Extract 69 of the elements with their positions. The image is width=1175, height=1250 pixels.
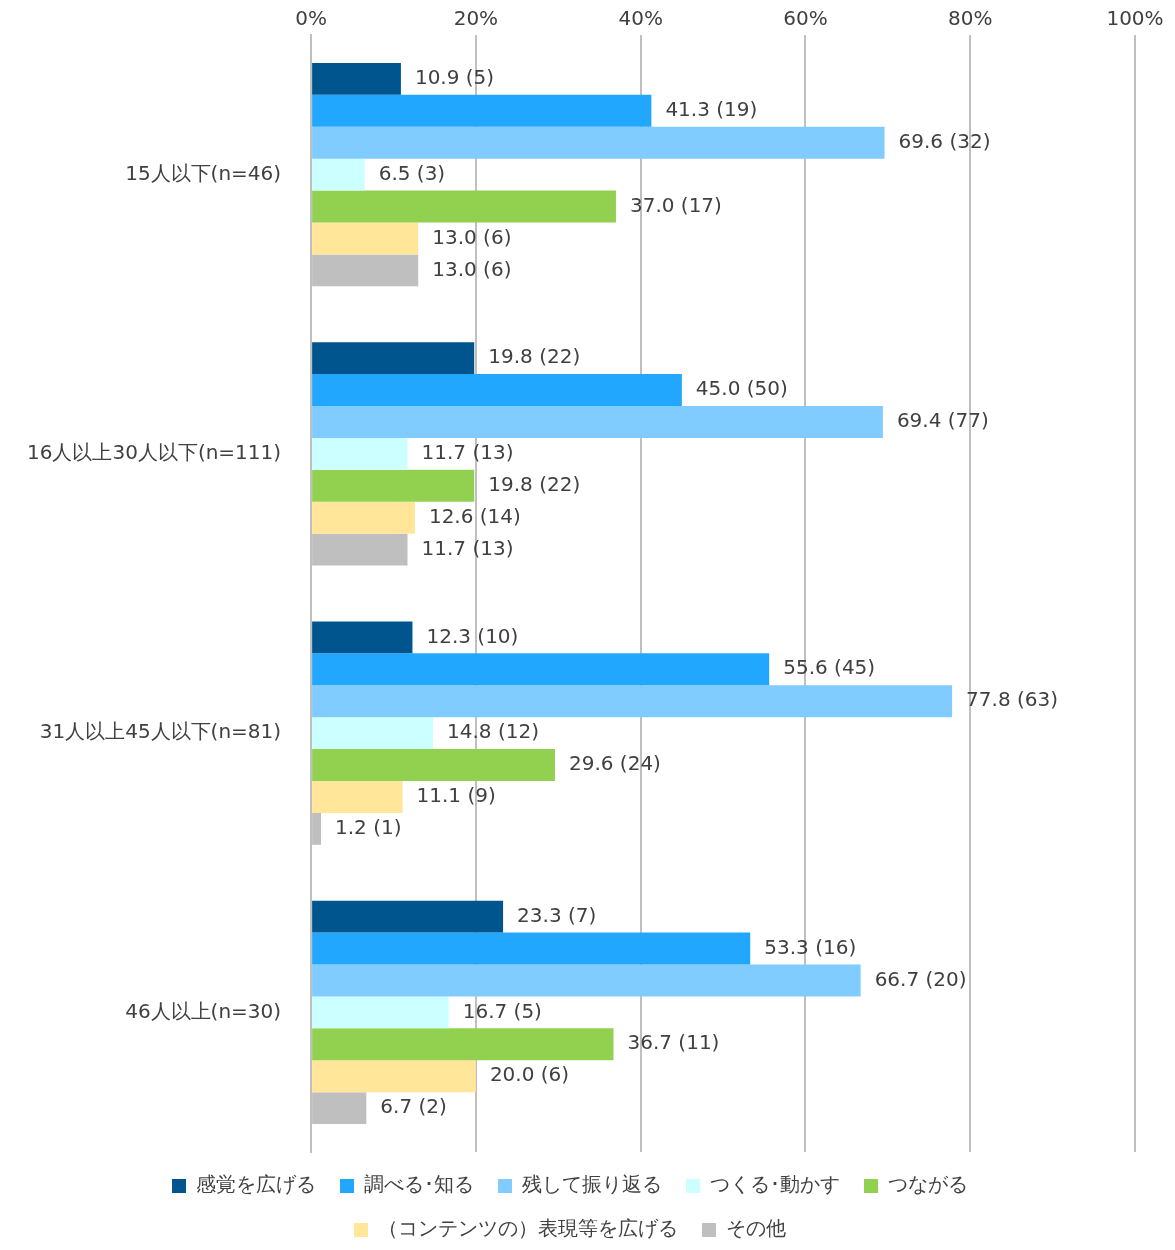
x-tick-label: 40% bbox=[618, 6, 663, 31]
bar bbox=[312, 749, 555, 781]
data-label: 1.2 (1) bbox=[335, 815, 402, 840]
bar bbox=[312, 1060, 476, 1093]
data-label: 36.7 (11) bbox=[627, 1030, 720, 1055]
data-label: 20.0 (6) bbox=[489, 1062, 570, 1087]
data-label: 19.8 (22) bbox=[488, 471, 581, 496]
data-label: 37.0 (17) bbox=[629, 192, 722, 217]
bar bbox=[312, 158, 365, 191]
data-label: 6.7 (2) bbox=[380, 1094, 447, 1119]
legend-label: つくる･動かす bbox=[710, 1172, 840, 1197]
x-tick-label: 20% bbox=[453, 6, 499, 31]
data-label: 69.6 (32) bbox=[898, 128, 991, 153]
data-label: 10.9 (5) bbox=[414, 65, 495, 90]
data-label: 45.0 (50) bbox=[695, 376, 788, 401]
bar bbox=[312, 781, 403, 813]
bar bbox=[312, 996, 449, 1029]
bar bbox=[312, 374, 682, 406]
x-tick-label: 80% bbox=[948, 6, 993, 31]
data-label: 77.8 (63) bbox=[966, 687, 1059, 712]
bar bbox=[312, 190, 616, 223]
bar bbox=[312, 621, 413, 654]
y-tick-label: 46人以上(n=30) bbox=[125, 998, 282, 1023]
y-tick-label: 15人以下(n=46) bbox=[125, 160, 282, 185]
legend-label: つながる bbox=[888, 1172, 968, 1197]
data-label: 29.6 (24) bbox=[568, 751, 661, 776]
bar bbox=[312, 62, 401, 95]
data-label: 23.3 (7) bbox=[517, 902, 597, 927]
bar bbox=[312, 964, 861, 997]
legend-label: 調べる･知る bbox=[364, 1172, 474, 1197]
data-label: 19.8 (22) bbox=[488, 344, 581, 369]
data-label: 12.6 (14) bbox=[428, 503, 521, 528]
bar bbox=[312, 653, 770, 686]
x-tick-label: 60% bbox=[783, 6, 828, 31]
data-label: 69.4 (77) bbox=[896, 408, 989, 433]
data-label: 14.8 (12) bbox=[447, 719, 539, 744]
legend-label: （コンテンツの）表現等を広げる bbox=[378, 1216, 678, 1241]
data-label: 11.7 (13) bbox=[421, 535, 514, 560]
bar bbox=[312, 900, 504, 933]
bar bbox=[312, 1028, 614, 1061]
bar bbox=[312, 469, 475, 502]
data-label: 16.7 (5) bbox=[462, 998, 542, 1023]
x-tick-label: 0% bbox=[295, 6, 327, 31]
bar bbox=[312, 126, 885, 159]
bar bbox=[312, 406, 883, 438]
bar bbox=[312, 222, 419, 255]
bar bbox=[312, 932, 751, 965]
data-label: 41.3 (19) bbox=[665, 97, 758, 121]
y-tick-label: 31人以上45人以下(n=81) bbox=[39, 719, 282, 744]
data-label: 11.1 (9) bbox=[416, 783, 496, 808]
bar bbox=[312, 717, 434, 750]
legend-label: 感覚を広げる bbox=[196, 1172, 316, 1197]
data-label: 55.6 (45) bbox=[783, 655, 876, 680]
data-label: 11.7 (13) bbox=[421, 440, 514, 465]
data-label: 66.7 (20) bbox=[874, 966, 967, 991]
bar bbox=[312, 342, 475, 375]
bar bbox=[312, 94, 652, 127]
data-label: 13.0 (6) bbox=[432, 256, 512, 281]
bar bbox=[312, 437, 408, 470]
data-label: 12.3 (10) bbox=[426, 623, 519, 648]
data-label: 6.5 (3) bbox=[378, 160, 446, 185]
legend-label: 残して振り返る bbox=[522, 1172, 662, 1197]
data-label: 53.3 (16) bbox=[764, 934, 857, 959]
legend-label: その他 bbox=[726, 1216, 786, 1241]
x-tick-label: 100% bbox=[1106, 6, 1164, 31]
y-tick-label: 16人以上30人以下(n=111) bbox=[26, 440, 282, 465]
bar bbox=[312, 501, 415, 534]
data-label: 13.0 (6) bbox=[432, 224, 512, 249]
bar bbox=[312, 685, 953, 718]
